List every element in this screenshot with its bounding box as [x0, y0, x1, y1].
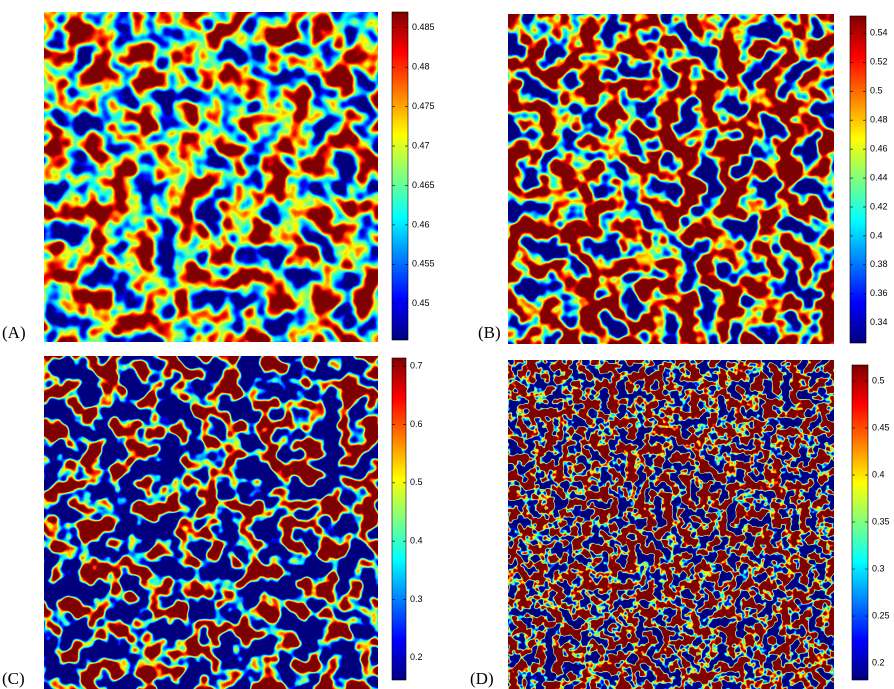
colorbar-tick-label: 0.48	[412, 62, 430, 72]
colorbar	[391, 357, 407, 681]
colorbar-tick-label: 0.36	[870, 288, 888, 298]
colorbar-tick-label: 0.46	[870, 143, 888, 153]
colorbar-tick-label: 0.465	[412, 180, 435, 190]
colorbar-tick-label: 0.5	[872, 375, 885, 385]
colorbar-tick-label: 0.5	[870, 86, 883, 96]
colorbar-tick-label: 0.485	[412, 22, 435, 32]
panel-label: (D)	[470, 669, 494, 688]
colorbar-tick-label: 0.3	[410, 594, 423, 604]
colorbar	[391, 11, 409, 341]
heatmap-field	[44, 356, 378, 689]
colorbar-tick-label: 0.4	[872, 469, 885, 479]
colorbar-tick-label: 0.54	[870, 28, 888, 38]
heatmap-field	[44, 12, 378, 342]
colorbar-tick-label: 0.455	[412, 259, 435, 269]
colorbar-tick-label: 0.45	[412, 298, 430, 308]
colorbar-tick-label: 0.475	[412, 101, 435, 111]
colorbar-tick-label: 0.44	[870, 172, 888, 182]
colorbar-tick-label: 0.5	[410, 477, 423, 487]
colorbar-tick-label: 0.34	[870, 317, 888, 327]
panel-label: (C)	[2, 669, 25, 688]
colorbar-tick-label: 0.52	[870, 57, 888, 67]
colorbar-tick-label: 0.2	[410, 652, 423, 662]
colorbar-tick-label: 0.35	[872, 516, 890, 526]
heatmap-field	[508, 14, 834, 344]
panel-label: (B)	[478, 323, 501, 342]
colorbar-tick-label: 0.38	[870, 259, 888, 269]
colorbar	[849, 15, 867, 344]
colorbar-tick-label: 0.2	[872, 657, 885, 667]
colorbar-tick-label: 0.6	[410, 419, 423, 429]
colorbar-tick-label: 0.4	[410, 536, 423, 546]
heatmap-field	[508, 360, 834, 689]
colorbar-tick-label: 0.42	[870, 201, 888, 211]
colorbar-tick-label: 0.7	[410, 361, 423, 371]
colorbar-tick-label: 0.46	[412, 219, 430, 229]
colorbar-tick-label: 0.4	[870, 230, 883, 240]
colorbar-tick-label: 0.45	[872, 422, 890, 432]
colorbar-tick-label: 0.47	[412, 140, 430, 150]
colorbar-tick-label: 0.48	[870, 115, 888, 125]
colorbar-tick-label: 0.3	[872, 563, 885, 573]
colorbar-tick-label: 0.25	[872, 610, 890, 620]
panel-label: (A)	[2, 323, 26, 342]
colorbar	[851, 364, 869, 681]
